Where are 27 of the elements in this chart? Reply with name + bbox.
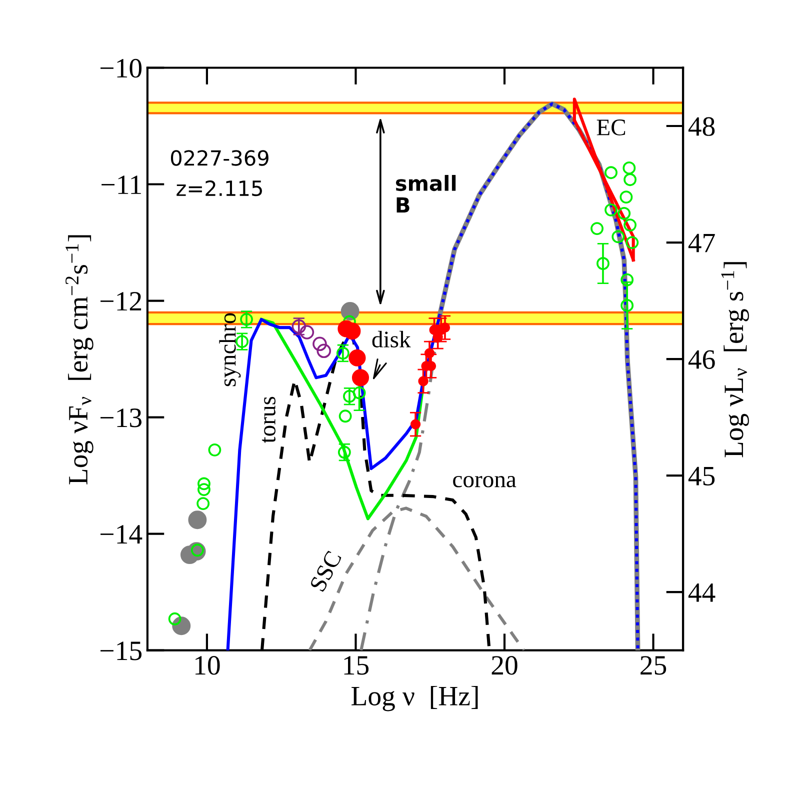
y-tick-label: −13 <box>100 408 142 428</box>
annotation: synchro <box>219 313 241 386</box>
x-tick-label: 25 <box>640 656 666 675</box>
y2-axis-title: Log νL$_{ν}$ [erg s$^{−1}$] <box>721 262 749 458</box>
y-tick-label: −14 <box>100 525 142 544</box>
y2-tick-label: 48 <box>688 117 715 136</box>
annotation: SSC <box>309 550 342 592</box>
y2-tick-label: 47 <box>688 234 715 252</box>
y-axis-title: Log νF$_{ν}$ [erg cm$^{−2}$s$^{−1}$] <box>66 235 94 484</box>
y-tick-label: −15 <box>100 642 142 660</box>
y-tick-label: −12 <box>100 292 142 310</box>
annotation: corona <box>453 476 516 488</box>
y-tick-label: −11 <box>102 176 141 194</box>
x-axis-title: Log ν [Hz] <box>352 686 478 712</box>
x-tick-label: 15 <box>344 656 369 675</box>
annotation: small B <box>396 174 456 213</box>
x-tick-label: 20 <box>492 656 518 675</box>
y2-tick-label: 46 <box>688 350 715 369</box>
annotation: torus <box>262 396 276 444</box>
annotation: 0227-369 <box>170 150 268 166</box>
x-tick-label: 10 <box>196 656 220 675</box>
y-tick-label: −10 <box>100 58 142 78</box>
annotation: EC <box>596 120 626 136</box>
annotation: z=2.115 <box>176 180 262 196</box>
y2-tick-label: 44 <box>688 583 716 602</box>
annotation: disk <box>372 330 411 348</box>
y2-tick-label: 45 <box>688 466 715 486</box>
